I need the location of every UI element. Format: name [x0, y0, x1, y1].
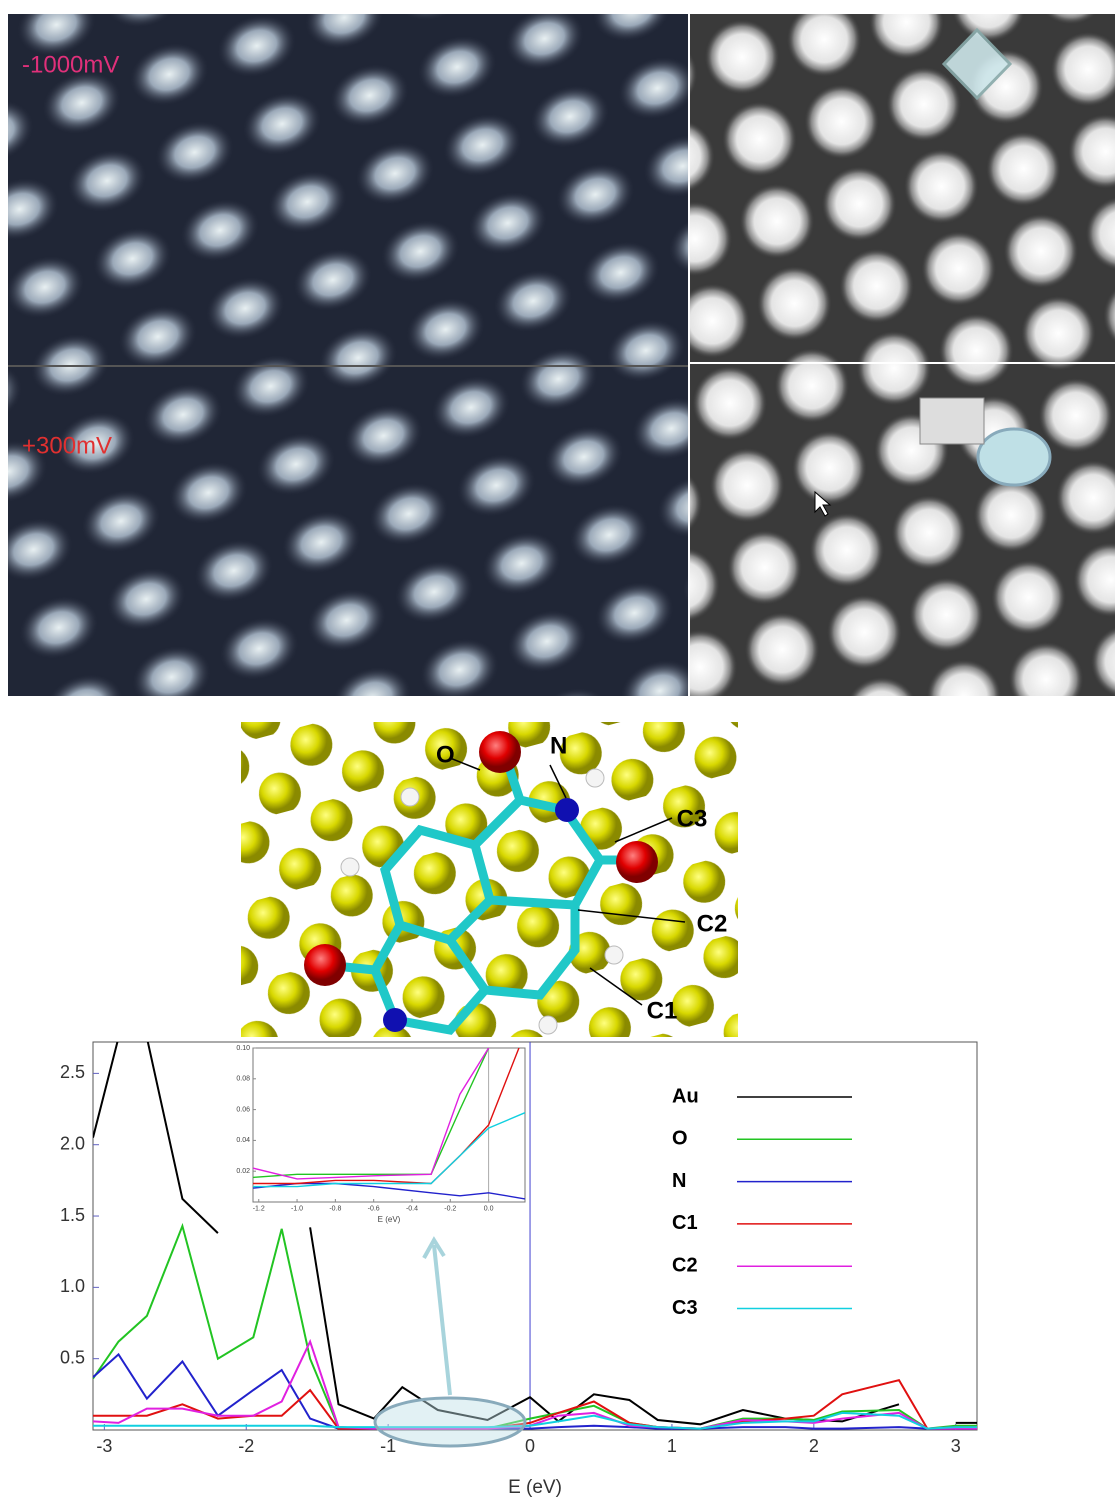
molecule-inset	[920, 398, 984, 444]
oxygen-atom	[479, 731, 521, 773]
x-tick-label: -1.2	[253, 1205, 265, 1212]
y-tick-label: 2.5	[60, 1062, 85, 1082]
bias-label: +300mV	[22, 432, 112, 459]
inset-plot-area	[253, 1048, 525, 1202]
simulated-image	[690, 364, 1115, 696]
y-tick-label: 2.0	[60, 1133, 85, 1153]
nitrogen-atom	[555, 798, 579, 822]
oxygen-atom	[616, 841, 658, 883]
x-tick-label: -0.2	[444, 1205, 456, 1212]
legend-label: O	[672, 1128, 688, 1150]
x-tick-label: 3	[951, 1436, 961, 1456]
stm-image	[8, 14, 688, 696]
x-tick-label: -0.4	[406, 1205, 418, 1212]
y-tick-label: 0.5	[60, 1347, 85, 1367]
y-tick-label: 0.08	[236, 1076, 250, 1083]
y-tick-label: 1.5	[60, 1205, 85, 1225]
y-tick-label: 0.04	[236, 1137, 250, 1144]
atom-label: C3	[677, 805, 708, 832]
x-tick-label: 0	[525, 1436, 535, 1456]
figure: -1000mV +300mV O N C3 C2 C1 0.5 1.0 1.5 2.0…	[0, 0, 1115, 1502]
oxygen-atom	[304, 944, 346, 986]
x-axis-label: E (eV)	[508, 1477, 562, 1498]
y-tick-label: 0.02	[236, 1168, 250, 1175]
plot-area	[93, 1042, 977, 1430]
x-tick-label: 1	[667, 1436, 677, 1456]
x-axis-label: E (eV)	[378, 1215, 401, 1224]
legend-label: C1	[672, 1212, 698, 1234]
legend-label: N	[672, 1170, 686, 1192]
x-tick-label: 0.0	[484, 1205, 494, 1212]
x-tick-label: -0.6	[368, 1205, 380, 1212]
legend-label: C3	[672, 1297, 698, 1319]
atom-label: O	[436, 741, 455, 768]
y-tick-label: 0.10	[236, 1045, 250, 1052]
bias-label: -1000mV	[22, 51, 119, 78]
atom-label: N	[550, 732, 567, 759]
atom-label: C2	[697, 910, 728, 937]
legend-label: Au	[672, 1085, 699, 1107]
x-tick-label: -2	[238, 1436, 254, 1456]
y-tick-label: 1.0	[60, 1276, 85, 1296]
atom-label: C1	[647, 997, 678, 1024]
x-tick-label: -1.0	[291, 1205, 303, 1212]
x-tick-label: -3	[96, 1436, 112, 1456]
y-tick-label: 0.06	[236, 1106, 250, 1113]
x-tick-label: -0.8	[329, 1205, 341, 1212]
x-tick-label: 2	[809, 1436, 819, 1456]
legend-label: C2	[672, 1254, 698, 1276]
simulated-image	[690, 14, 1115, 362]
nitrogen-atom	[383, 1008, 407, 1032]
zoom-region	[375, 1398, 525, 1446]
unit-cell	[978, 429, 1050, 485]
